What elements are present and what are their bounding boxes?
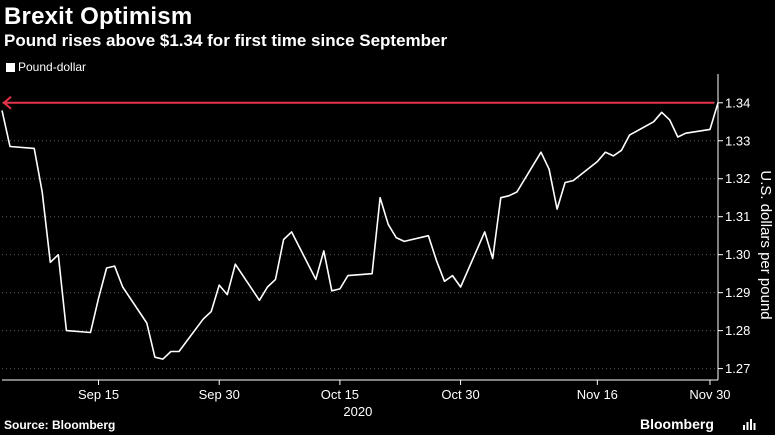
- x-tick-label: Oct 15: [321, 387, 359, 402]
- legend-swatch: [6, 62, 15, 72]
- y-tick-label: 1.29: [725, 285, 750, 300]
- legend-label: Pound-dollar: [18, 60, 87, 74]
- x-tick-label: Nov 30: [689, 387, 730, 402]
- y-tick-label: 1.31: [725, 209, 750, 224]
- legend: Pound-dollar: [6, 60, 86, 74]
- bloomberg-logo-icon: [743, 419, 756, 430]
- source-note: Source: Bloomberg: [4, 418, 116, 432]
- x-tick-label: Oct 30: [441, 387, 479, 402]
- y-tick-label: 1.27: [725, 361, 750, 376]
- y-axis-label: U.S. dollars per pound: [757, 170, 774, 319]
- reference-arrow-icon: [2, 96, 12, 110]
- x-axis-label: 2020: [343, 404, 372, 419]
- x-tick-label: Sep 30: [199, 387, 240, 402]
- y-tick-label: 1.30: [725, 247, 750, 262]
- x-tick-label: Nov 16: [577, 387, 618, 402]
- y-tick-label: 1.28: [725, 323, 750, 338]
- x-tick-label: Sep 15: [78, 387, 119, 402]
- series-line-pound-dollar: [1, 102, 719, 360]
- y-tick-label: 1.34: [725, 95, 750, 110]
- chart-title: Brexit Optimism: [4, 3, 193, 30]
- chart-subtitle: Pound rises above $1.34 for first time s…: [4, 31, 448, 50]
- y-tick-label: 1.33: [725, 133, 750, 148]
- y-tick-label: 1.32: [725, 171, 750, 186]
- brand-name: Bloomberg: [640, 416, 714, 432]
